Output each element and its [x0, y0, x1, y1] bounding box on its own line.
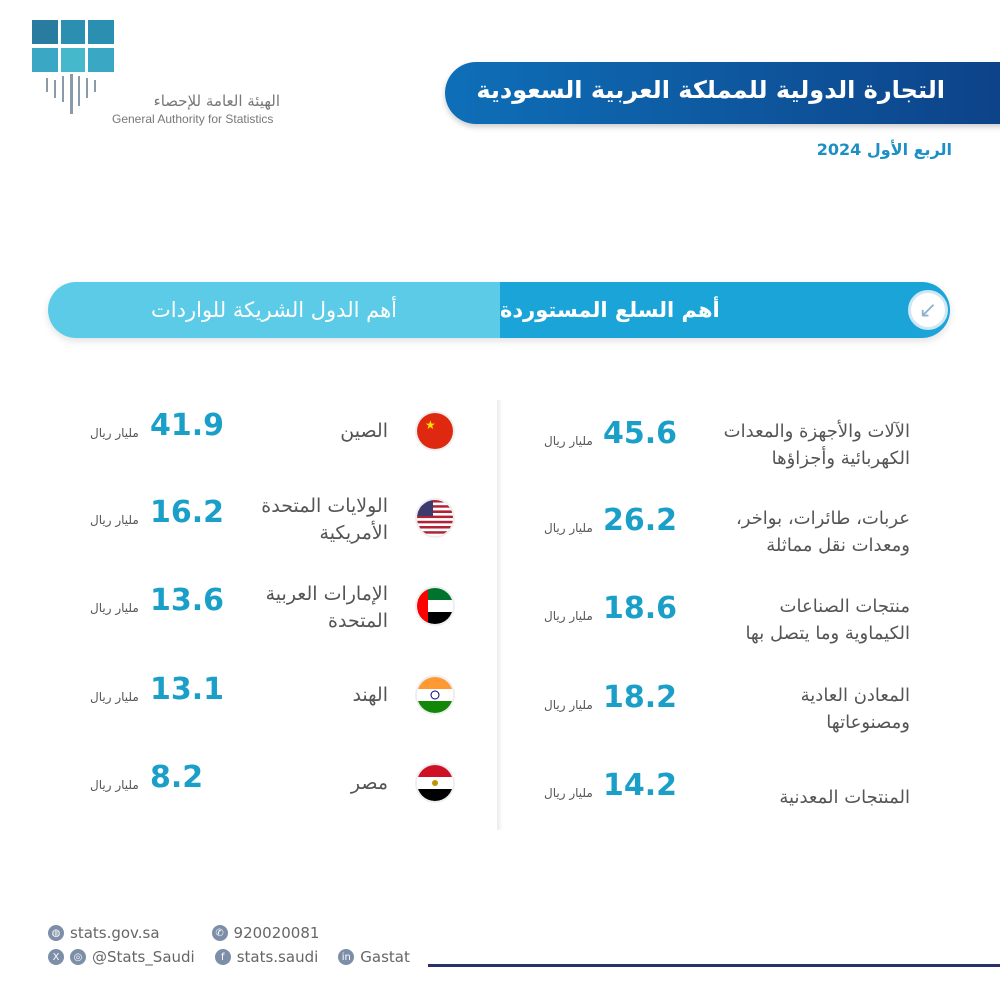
good-label-line: المعادن العادية: [800, 685, 910, 706]
good-value: 18.6: [603, 591, 678, 626]
footer-row-1: ◍ stats.gov.sa ✆ 920020081: [48, 924, 319, 942]
logo-english-name: General Authority for Statistics: [112, 112, 274, 126]
facebook-link[interactable]: stats.saudi: [236, 948, 319, 966]
country-value: 13.6: [150, 583, 225, 618]
svg-text:★: ★: [425, 418, 436, 432]
unit-label: مليار ريال: [544, 786, 593, 800]
good-value: 18.2: [603, 680, 678, 715]
good-value: 14.2: [603, 768, 678, 803]
social-handle[interactable]: @Stats_Saudi: [92, 948, 195, 966]
good-label-line: المنتجات المعدنية: [779, 787, 910, 808]
good-label: المنتجات المعدنية: [779, 784, 910, 811]
unit-label: مليار ريال: [544, 609, 593, 623]
countries-section-title: أهم الدول الشريكة للواردات: [48, 282, 500, 338]
good-label: عربات، طائرات، بواخر، ومعدات نقل مماثلة: [736, 505, 910, 559]
good-label-line: ومصنوعاتها: [826, 712, 910, 733]
unit-label: مليار ريال: [544, 521, 593, 535]
country-name-line: المتحدة: [328, 610, 388, 632]
country-name-line: الصين: [340, 420, 388, 442]
linkedin-link[interactable]: Gastat: [360, 948, 410, 966]
country-name-line: الإمارات العربية: [265, 583, 388, 605]
title-banner: التجارة الدولية للمملكة العربية السعودية: [445, 62, 1000, 124]
section-header-bar: أهم الدول الشريكة للواردات أهم السلع الم…: [48, 282, 950, 338]
page-title: التجارة الدولية للمملكة العربية السعودية: [476, 76, 945, 104]
country-name-line: الأمريكية: [319, 522, 388, 544]
unit-label: مليار ريال: [90, 778, 139, 792]
phone-icon: ✆: [211, 925, 228, 941]
goods-section-title: أهم السلع المستوردة: [500, 282, 950, 338]
country-value: 41.9: [150, 408, 225, 443]
country-value: 16.2: [150, 495, 225, 530]
country-name: الولايات المتحدة الأمريكية: [261, 493, 388, 547]
egypt-flag-icon: [417, 765, 453, 801]
unit-label: مليار ريال: [90, 690, 139, 704]
facebook-icon: f: [214, 949, 231, 965]
country-name: الهند: [352, 682, 388, 709]
good-label-line: الكيماوية وما يتصل بها: [745, 623, 910, 644]
good-label-line: ومعدات نقل مماثلة: [766, 535, 910, 556]
linkedin-icon: in: [338, 949, 355, 965]
country-value: 8.2: [150, 760, 204, 795]
period-label: الربع الأول 2024: [816, 140, 952, 159]
country-name: مصر: [351, 770, 388, 797]
good-value: 26.2: [603, 503, 678, 538]
unit-label: مليار ريال: [90, 426, 139, 440]
good-label-line: عربات، طائرات، بواخر،: [735, 508, 910, 529]
good-label-line: الآلات والأجهزة والمعدات: [723, 421, 910, 442]
gastat-logo: [32, 20, 116, 126]
country-name-line: الولايات المتحدة: [261, 495, 388, 517]
good-value: 45.6: [603, 416, 678, 451]
good-label-line: منتجات الصناعات: [779, 596, 910, 617]
uae-flag-icon: [417, 588, 453, 624]
china-flag-icon: ★: [417, 413, 453, 449]
globe-icon: ◍: [48, 925, 64, 941]
unit-label: مليار ريال: [90, 513, 139, 527]
column-divider: [497, 400, 503, 830]
country-value: 13.1: [150, 672, 225, 707]
logo-arabic-name: الهيئة العامة للإحصاء: [153, 92, 280, 110]
usa-flag-icon: [417, 500, 453, 536]
country-name-line: مصر: [350, 772, 388, 794]
country-name-line: الهند: [352, 684, 388, 706]
country-name: الإمارات العربية المتحدة: [266, 581, 388, 635]
country-name: الصين: [340, 418, 388, 445]
good-label: منتجات الصناعات الكيماوية وما يتصل بها: [745, 593, 910, 647]
unit-label: مليار ريال: [90, 601, 139, 615]
footer-row-2: X ◎ @Stats_Saudi f stats.saudi in Gastat: [48, 948, 410, 966]
good-label-line: الكهربائية وأجزاؤها: [771, 448, 910, 469]
india-flag-icon: [417, 677, 453, 713]
instagram-icon: ◎: [70, 949, 86, 965]
arrow-down-left-icon: ↙: [908, 290, 948, 330]
good-label: المعادن العادية ومصنوعاتها: [801, 682, 910, 736]
website-link[interactable]: stats.gov.sa: [70, 924, 160, 942]
phone-number[interactable]: 920020081: [233, 924, 320, 942]
footer-line: [428, 964, 1000, 967]
x-icon: X: [48, 949, 64, 965]
unit-label: مليار ريال: [544, 434, 593, 448]
unit-label: مليار ريال: [544, 698, 593, 712]
good-label: الآلات والأجهزة والمعدات الكهربائية وأجزا…: [724, 418, 910, 472]
